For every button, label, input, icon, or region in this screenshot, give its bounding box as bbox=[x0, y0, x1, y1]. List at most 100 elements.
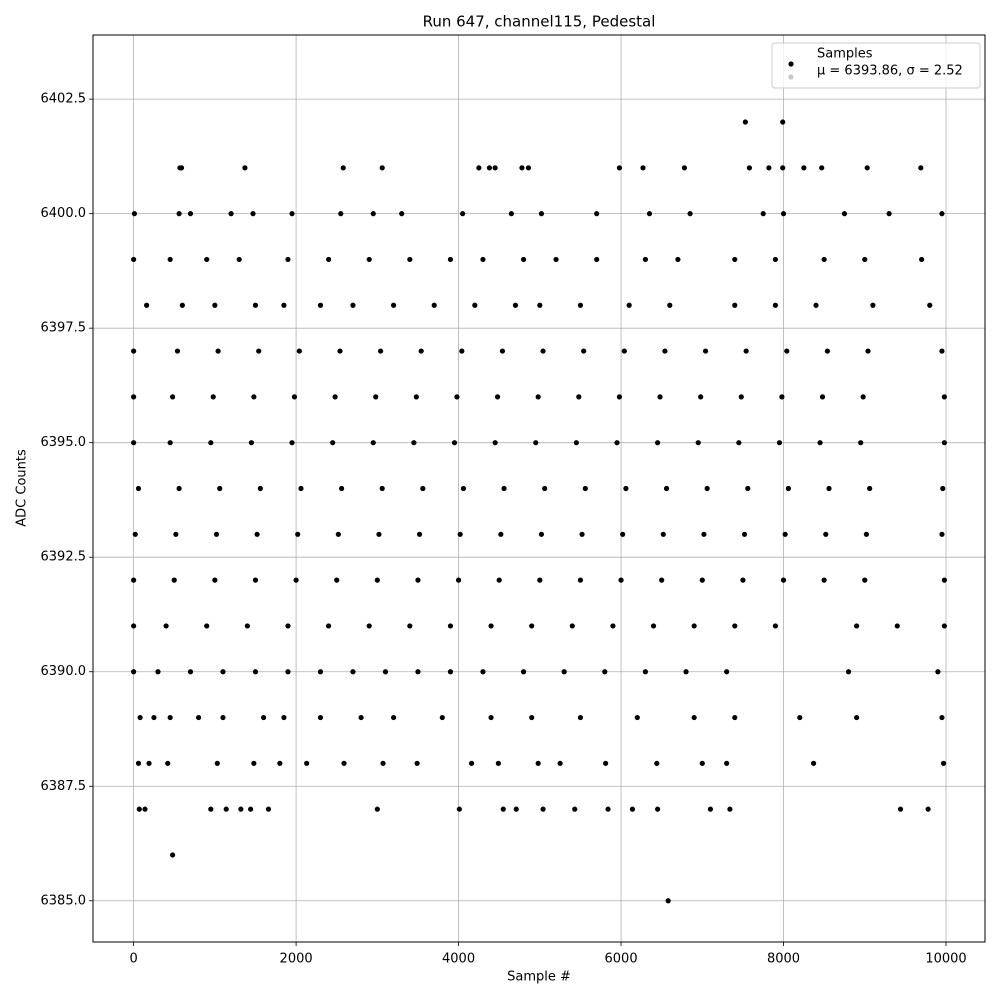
data-point bbox=[325, 623, 332, 629]
data-point bbox=[431, 302, 437, 308]
data-point bbox=[572, 806, 578, 812]
data-point bbox=[335, 531, 341, 537]
data-point bbox=[654, 760, 660, 766]
data-point bbox=[248, 806, 254, 812]
data-point bbox=[801, 165, 807, 171]
data-point bbox=[370, 440, 376, 446]
data-point bbox=[285, 256, 291, 263]
data-point bbox=[252, 577, 259, 583]
x-tick-label: 0 bbox=[129, 952, 137, 967]
data-point bbox=[540, 348, 546, 354]
data-point bbox=[187, 211, 194, 217]
data-point bbox=[171, 577, 177, 583]
y-tick-label: 6397.5 bbox=[41, 321, 87, 336]
data-point bbox=[772, 623, 779, 629]
data-point bbox=[415, 577, 421, 583]
y-tick-label: 6392.5 bbox=[41, 550, 87, 565]
data-point bbox=[174, 348, 181, 354]
data-point bbox=[285, 623, 291, 629]
data-point bbox=[407, 256, 413, 263]
data-point bbox=[760, 211, 766, 217]
data-point bbox=[340, 165, 346, 171]
data-point bbox=[602, 669, 608, 675]
data-point bbox=[251, 760, 257, 766]
data-point bbox=[675, 256, 681, 263]
data-point bbox=[447, 669, 454, 675]
y-tick-label: 6385.0 bbox=[41, 893, 87, 908]
data-point bbox=[535, 760, 541, 766]
data-point bbox=[325, 256, 332, 263]
data-point bbox=[577, 302, 584, 308]
data-point bbox=[537, 577, 543, 583]
x-tick-label: 8000 bbox=[767, 952, 800, 967]
y-axis-label: ADC Counts bbox=[15, 449, 30, 527]
data-point bbox=[579, 531, 585, 537]
data-point bbox=[782, 531, 788, 537]
data-point bbox=[817, 440, 823, 446]
data-point bbox=[860, 394, 866, 400]
data-point bbox=[745, 485, 751, 492]
data-point bbox=[135, 760, 142, 766]
data-point bbox=[581, 348, 587, 354]
data-point bbox=[220, 714, 226, 721]
data-point bbox=[277, 760, 283, 766]
data-point bbox=[248, 440, 255, 446]
data-point bbox=[337, 348, 343, 354]
data-point bbox=[695, 440, 701, 446]
data-point bbox=[512, 302, 519, 308]
data-point bbox=[334, 577, 340, 583]
data-point bbox=[173, 531, 179, 537]
data-point bbox=[667, 302, 673, 308]
x-axis-label: Sample # bbox=[507, 970, 571, 985]
data-point bbox=[213, 531, 220, 537]
data-point bbox=[657, 394, 663, 400]
data-point bbox=[131, 211, 138, 217]
data-point bbox=[577, 714, 584, 721]
data-point bbox=[298, 485, 304, 492]
data-point bbox=[338, 485, 345, 492]
data-point bbox=[594, 211, 600, 217]
data-point bbox=[870, 302, 876, 308]
data-point bbox=[886, 211, 892, 217]
data-point bbox=[940, 760, 947, 766]
data-point bbox=[455, 577, 462, 583]
data-point bbox=[640, 165, 646, 171]
plot-frame bbox=[92, 34, 986, 943]
x-tick-label: 10000 bbox=[925, 952, 966, 967]
data-point bbox=[919, 256, 925, 263]
legend-marker bbox=[788, 74, 794, 80]
data-point bbox=[220, 669, 226, 675]
data-point bbox=[418, 348, 424, 354]
data-point bbox=[451, 440, 458, 446]
data-point bbox=[358, 714, 364, 721]
data-point bbox=[210, 394, 216, 400]
data-point bbox=[626, 302, 632, 308]
data-point bbox=[927, 302, 933, 308]
data-point bbox=[370, 211, 376, 217]
data-point bbox=[456, 806, 462, 812]
data-point bbox=[508, 211, 514, 217]
data-point bbox=[252, 302, 259, 308]
data-point bbox=[699, 577, 705, 583]
data-point bbox=[659, 577, 665, 583]
data-point bbox=[413, 394, 419, 400]
data-point bbox=[742, 119, 748, 125]
data-point bbox=[366, 623, 372, 629]
data-point bbox=[813, 302, 819, 308]
data-point bbox=[131, 623, 137, 629]
data-point bbox=[131, 394, 137, 400]
data-point bbox=[131, 669, 137, 675]
data-point bbox=[170, 852, 176, 858]
data-point bbox=[374, 577, 380, 583]
data-point bbox=[529, 623, 535, 629]
data-point bbox=[772, 256, 779, 263]
data-point bbox=[780, 119, 786, 125]
data-point bbox=[317, 714, 324, 721]
data-point bbox=[377, 348, 384, 354]
data-point bbox=[940, 485, 946, 492]
data-point bbox=[411, 440, 417, 446]
data-point bbox=[137, 714, 143, 721]
data-point bbox=[254, 531, 260, 537]
